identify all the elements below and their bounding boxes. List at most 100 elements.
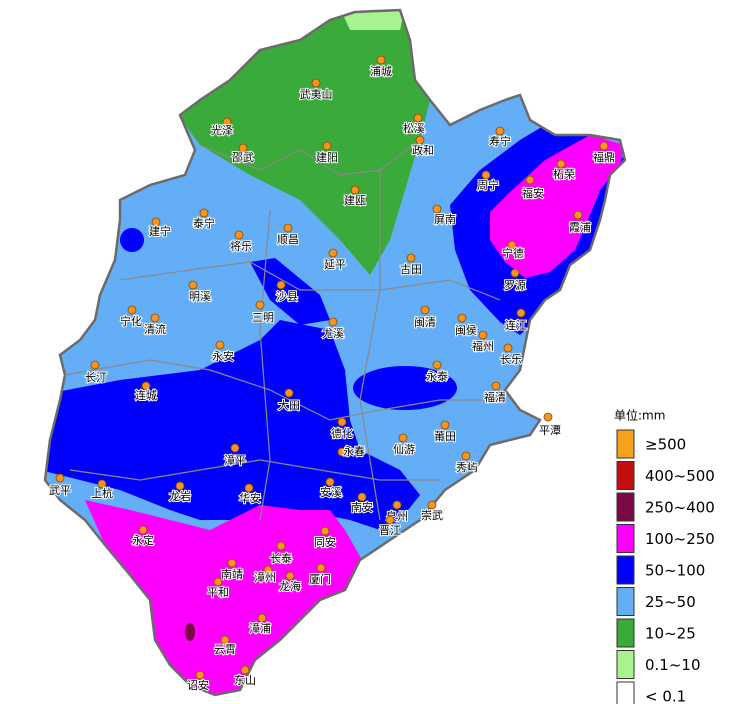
city-label: 柘荣 — [553, 167, 575, 181]
district-borders — [64, 139, 501, 521]
city-label: 古田 — [400, 263, 422, 276]
city-label: 屏南 — [434, 213, 456, 226]
city-label: 松溪 — [403, 121, 425, 135]
city-label: 武夷山 — [300, 88, 333, 101]
city-dot — [376, 55, 386, 65]
city-label: 大田 — [278, 398, 300, 412]
city-dot — [322, 141, 332, 151]
city-dot — [481, 170, 491, 180]
city-dot — [461, 451, 471, 461]
city-label: 建宁 — [149, 224, 171, 238]
city-dot — [503, 343, 513, 353]
city-label: 三明 — [252, 311, 274, 324]
city-label: 将乐 — [230, 240, 252, 253]
city-dot — [392, 500, 402, 510]
city-dot — [457, 313, 467, 323]
border — [64, 359, 500, 421]
city-dot — [573, 210, 583, 220]
city-label: 晋江 — [379, 524, 401, 537]
city-label: 福清 — [484, 390, 506, 404]
city-dot — [406, 253, 416, 263]
city-label: 莆田 — [434, 430, 456, 443]
city-label: 龙岩 — [169, 489, 191, 503]
city-label: 平和 — [207, 586, 229, 599]
legend-swatch — [616, 587, 635, 616]
city-dot — [507, 240, 517, 250]
legend-swatch — [616, 650, 635, 679]
city-dot — [220, 635, 230, 645]
legend-label: 100~250 — [645, 530, 715, 548]
city-label: 建瓯 — [344, 193, 366, 207]
city-dot — [255, 300, 265, 310]
legend-label: < 0.1 — [645, 688, 686, 704]
city-dot — [230, 443, 240, 453]
border — [259, 209, 271, 521]
city-dot — [257, 613, 267, 623]
city-label: 永春 — [343, 444, 365, 458]
city-label: 闽侯 — [455, 323, 477, 337]
city-dot — [240, 665, 250, 675]
city-label: 邵武 — [232, 151, 254, 164]
legend-swatch — [616, 681, 635, 704]
city-dot — [55, 473, 65, 483]
city-label: 长乐 — [500, 353, 522, 366]
city-dot — [599, 141, 609, 151]
city-dot — [478, 330, 488, 340]
city-label: 德化 — [331, 426, 353, 440]
city-dot — [215, 340, 225, 350]
city-dot — [543, 412, 553, 422]
city-dot — [516, 308, 526, 318]
region — [353, 366, 457, 410]
city-label: 罗源 — [504, 278, 526, 292]
city-label: 云霄 — [214, 643, 236, 656]
city-label: 连江 — [505, 319, 527, 332]
city-dot — [284, 388, 294, 398]
city-dot — [491, 381, 501, 391]
city-label: 霞浦 — [569, 221, 591, 234]
city-label: 安溪 — [320, 485, 342, 499]
city-dot — [325, 477, 335, 487]
city-label: 长泰 — [270, 551, 292, 565]
city-dot — [263, 565, 273, 575]
city-label: 顺昌 — [277, 233, 299, 246]
city-label: 光泽 — [211, 123, 233, 137]
city-dot — [234, 230, 244, 240]
city-dot — [276, 280, 286, 290]
region — [490, 135, 625, 278]
city-dot — [199, 208, 209, 218]
city-label: 漳平 — [224, 453, 246, 467]
city-label: 政和 — [412, 143, 434, 157]
city-label: 延平 — [324, 258, 346, 271]
region — [340, 10, 405, 30]
city-label: 永泰 — [426, 369, 448, 383]
city-dot — [90, 360, 100, 370]
city-label: 崇武 — [421, 509, 443, 522]
border — [359, 170, 381, 521]
city-dot — [413, 113, 423, 123]
city-label: 永安 — [212, 349, 234, 363]
city-label: 宁德 — [502, 246, 524, 260]
city-dot — [432, 360, 442, 370]
legend-swatch — [616, 461, 635, 490]
city-label: 尤溪 — [322, 327, 344, 340]
region — [120, 228, 144, 252]
city-dot — [427, 500, 437, 510]
city-dot — [525, 175, 535, 185]
city-dot — [138, 525, 148, 535]
legend-title: 单位:mm — [614, 408, 665, 423]
city-dot — [222, 117, 232, 127]
city-label: 龙海 — [279, 579, 301, 593]
city-dot — [328, 317, 338, 327]
city-label: 南靖 — [221, 568, 243, 581]
city-dot — [440, 420, 450, 430]
legend-swatch — [616, 524, 635, 553]
city-dot — [213, 577, 223, 587]
city-dot — [337, 417, 347, 427]
region — [45, 320, 420, 530]
border — [199, 139, 421, 176]
city-label: 周宁 — [477, 178, 499, 192]
city-label: 宁化 — [120, 314, 142, 328]
city-dot — [415, 135, 425, 145]
city-label: 漳州 — [254, 570, 276, 584]
